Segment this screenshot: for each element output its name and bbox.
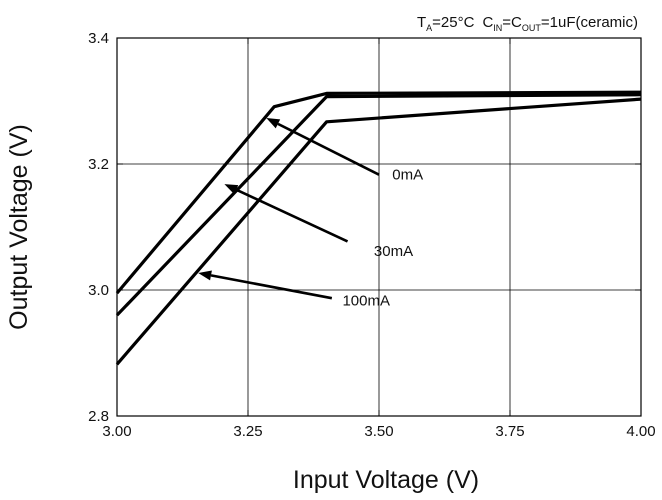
x-axis-title: Input Voltage (V) [293, 466, 479, 494]
grid [117, 38, 641, 416]
annotation-label-100mA: 100mA [342, 293, 390, 310]
annotation-label-0mA: 0mA [392, 167, 423, 184]
x-tick-label: 3.75 [495, 423, 524, 440]
axis-ticks [116, 37, 642, 417]
series-line-30mA [115, 93, 642, 317]
x-tick-label: 3.50 [364, 423, 393, 440]
y-tick-label: 3.2 [88, 156, 109, 173]
x-tick-label: 3.25 [233, 423, 262, 440]
x-tick-label: 3.00 [102, 423, 131, 440]
annotation-arrowhead-0mA [266, 118, 281, 129]
x-tick-labels: 3.00 3.25 3.50 3.75 4.00 [102, 423, 655, 440]
series-lines [115, 90, 642, 366]
y-tick-label: 3.4 [88, 30, 109, 47]
y-tick-labels: 2.8 3.0 3.2 3.4 [88, 30, 109, 425]
y-axis-title: Output Voltage (V) [5, 124, 33, 330]
annotation-arrowhead-30mA [224, 184, 239, 195]
y-tick-label: 3.0 [88, 282, 109, 299]
y-tick-label: 2.8 [88, 408, 109, 425]
test-conditions: TA=25°C CIN=COUT=1uF(ceramic) [417, 14, 638, 33]
series-line-0mA [115, 90, 642, 295]
annotation-arrowhead-100mA [198, 270, 212, 281]
series-line-100mA [115, 97, 642, 366]
x-tick-label: 4.00 [626, 423, 655, 440]
annotation-label-30mA: 30mA [374, 243, 413, 260]
annotation-arrow-0mA [277, 122, 380, 176]
annotations: 0mA 30mA 100mA [198, 118, 423, 310]
annotation-arrow-30mA [235, 188, 349, 243]
annotation-arrow-100mA [210, 274, 333, 300]
